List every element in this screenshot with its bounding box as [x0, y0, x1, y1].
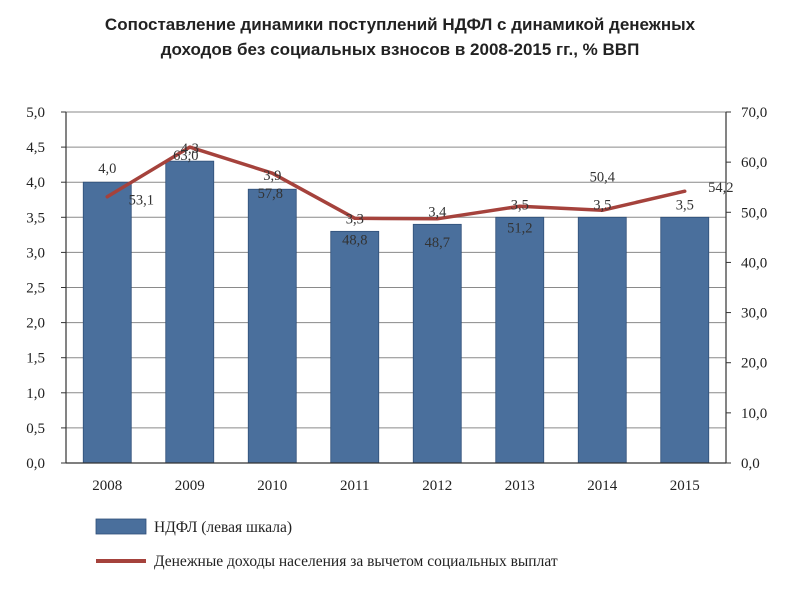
bar-2012	[412, 223, 462, 464]
x-tick-label: 2015	[670, 478, 700, 494]
right-tick-label: 10,0	[741, 406, 767, 422]
bar-2010	[247, 188, 297, 464]
bar-2008	[82, 181, 132, 464]
bar-value-label: 3,3	[346, 211, 364, 227]
bar-2013	[495, 216, 545, 464]
line-value-label: 54,2	[708, 180, 733, 196]
line-point-2009	[188, 145, 192, 149]
line-point-2012	[435, 217, 439, 221]
left-tick-label: 4,5	[26, 140, 45, 156]
left-tick-label: 2,0	[26, 316, 45, 332]
x-tick-label: 2013	[505, 478, 535, 494]
right-tick-label: 70,0	[741, 105, 767, 121]
right-axis: 0,0 10,0 20,0 30,0 40,0 50,0 60,0 70,0	[726, 105, 767, 472]
line-value-label: 48,8	[342, 232, 367, 248]
x-tick-label: 2011	[340, 478, 369, 494]
left-tick-label: 3,0	[26, 245, 45, 261]
line-point-2014	[600, 208, 604, 212]
left-tick-label: 5,0	[26, 105, 45, 121]
x-tick-label: 2014	[587, 478, 618, 494]
line-point-2011	[353, 216, 357, 220]
line-value-label: 51,2	[507, 220, 532, 236]
line-value-label: 48,7	[425, 235, 450, 251]
gridlines	[66, 111, 726, 464]
line-point-2015	[683, 189, 687, 193]
x-tick-label: 2012	[422, 478, 452, 494]
right-tick-label: 0,0	[741, 456, 760, 472]
chart-title: Сопоставление динамики поступлений НДФЛ …	[0, 12, 800, 62]
chart-title-line-2: доходов без социальных взносов в 2008-20…	[160, 40, 640, 59]
x-tick-label: 2008	[92, 478, 122, 494]
right-tick-label: 60,0	[741, 155, 767, 171]
left-tick-label: 3,5	[26, 210, 45, 226]
legend-label-line: Денежные доходы населения за вычетом соц…	[154, 553, 558, 570]
x-tick-label: 2010	[257, 478, 287, 494]
right-tick-label: 30,0	[741, 306, 767, 322]
legend-swatch-bars	[95, 518, 147, 535]
bar-2009	[165, 160, 215, 464]
line-value-label: 53,1	[129, 193, 154, 209]
chart-title-line-1: Сопоставление динамики поступлений НДФЛ …	[104, 15, 696, 34]
legend: НДФЛ (левая шкала) Денежные доходы населе…	[95, 518, 558, 570]
line-point-2008	[105, 195, 109, 199]
bar-value-label: 4,0	[98, 161, 116, 177]
bar-value-label: 3,4	[428, 204, 447, 220]
x-tick-label: 2009	[175, 478, 205, 494]
bar-value-label: 3,5	[593, 197, 611, 213]
line-point-2013	[518, 204, 522, 208]
bar-2015	[660, 216, 710, 464]
data-labels: 4,0 4,3 3,9 3,3 3,4 3,5 3,5 3,5 53,1 63,0 57,8 48,8…	[98, 141, 733, 251]
bar-value-label: 3,5	[676, 197, 694, 213]
legend-label-bars: НДФЛ (левая шкала)	[154, 519, 292, 536]
left-tick-label: 1,5	[26, 351, 45, 367]
line-value-label: 57,8	[258, 186, 283, 202]
bar-value-label: 4,3	[181, 141, 199, 157]
line-income	[105, 145, 687, 221]
bar-value-label: 3,5	[511, 197, 529, 213]
right-tick-label: 40,0	[741, 255, 767, 271]
left-tick-label: 2,5	[26, 281, 45, 297]
left-tick-label: 1,0	[26, 386, 45, 402]
bar-2014	[577, 216, 627, 464]
left-axis: 0,0 0,5 1,0 1,5 2,0 2,5 3,0 3,5 4,0 4,5 5,0	[26, 105, 66, 472]
line-value-label: 50,4	[590, 169, 616, 185]
line-value-label: 63,0	[173, 148, 198, 164]
right-tick-label: 20,0	[741, 356, 767, 372]
line-series	[105, 145, 687, 221]
bar-2011	[330, 230, 380, 464]
left-tick-label: 0,0	[26, 456, 45, 472]
left-tick-label: 0,5	[26, 421, 45, 437]
x-axis: 2008 2009 2010 2011 2012 2013 2014 2015	[92, 478, 700, 494]
line-point-2010	[270, 171, 274, 175]
bar-value-label: 3,9	[263, 168, 281, 184]
left-tick-label: 4,0	[26, 175, 45, 191]
right-tick-label: 50,0	[741, 205, 767, 221]
